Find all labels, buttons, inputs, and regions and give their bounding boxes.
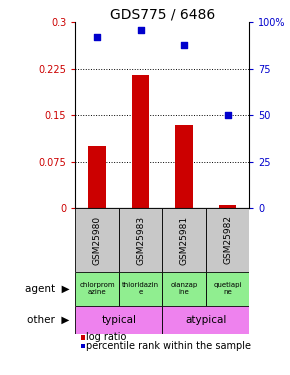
Bar (75, 208, 119, 272)
Point (95, 34, 99, 40)
Text: agent  ▶: agent ▶ (25, 284, 70, 294)
Bar (206, 208, 249, 272)
Bar (75, 306, 162, 334)
Bar (119, 272, 162, 306)
Text: GSM25982: GSM25982 (223, 216, 232, 264)
Text: chlorprom
azine: chlorprom azine (79, 282, 115, 295)
Text: thioridazin
e: thioridazin e (122, 282, 159, 295)
Text: percentile rank within the sample: percentile rank within the sample (86, 340, 251, 351)
Bar (162, 272, 206, 306)
Bar (75, 272, 119, 306)
Bar (162, 306, 249, 334)
Bar (132, 75, 149, 208)
Text: GSM25983: GSM25983 (136, 215, 145, 265)
Bar (175, 124, 193, 208)
Point (225, 112, 230, 118)
Point (138, 27, 143, 33)
Bar (206, 272, 249, 306)
Text: olanzap
ine: olanzap ine (171, 282, 198, 295)
Bar (219, 205, 236, 208)
Text: atypical: atypical (185, 315, 226, 325)
Text: quetiapi
ne: quetiapi ne (213, 282, 242, 295)
Bar (119, 208, 162, 272)
Text: log ratio: log ratio (86, 333, 126, 342)
Bar (162, 208, 206, 272)
Title: GDS775 / 6486: GDS775 / 6486 (110, 8, 215, 21)
Text: typical: typical (102, 315, 136, 325)
Text: other  ▶: other ▶ (27, 315, 70, 325)
Bar (88, 146, 106, 208)
Text: GSM25980: GSM25980 (93, 215, 102, 265)
Text: GSM25981: GSM25981 (180, 215, 189, 265)
Point (182, 42, 186, 48)
